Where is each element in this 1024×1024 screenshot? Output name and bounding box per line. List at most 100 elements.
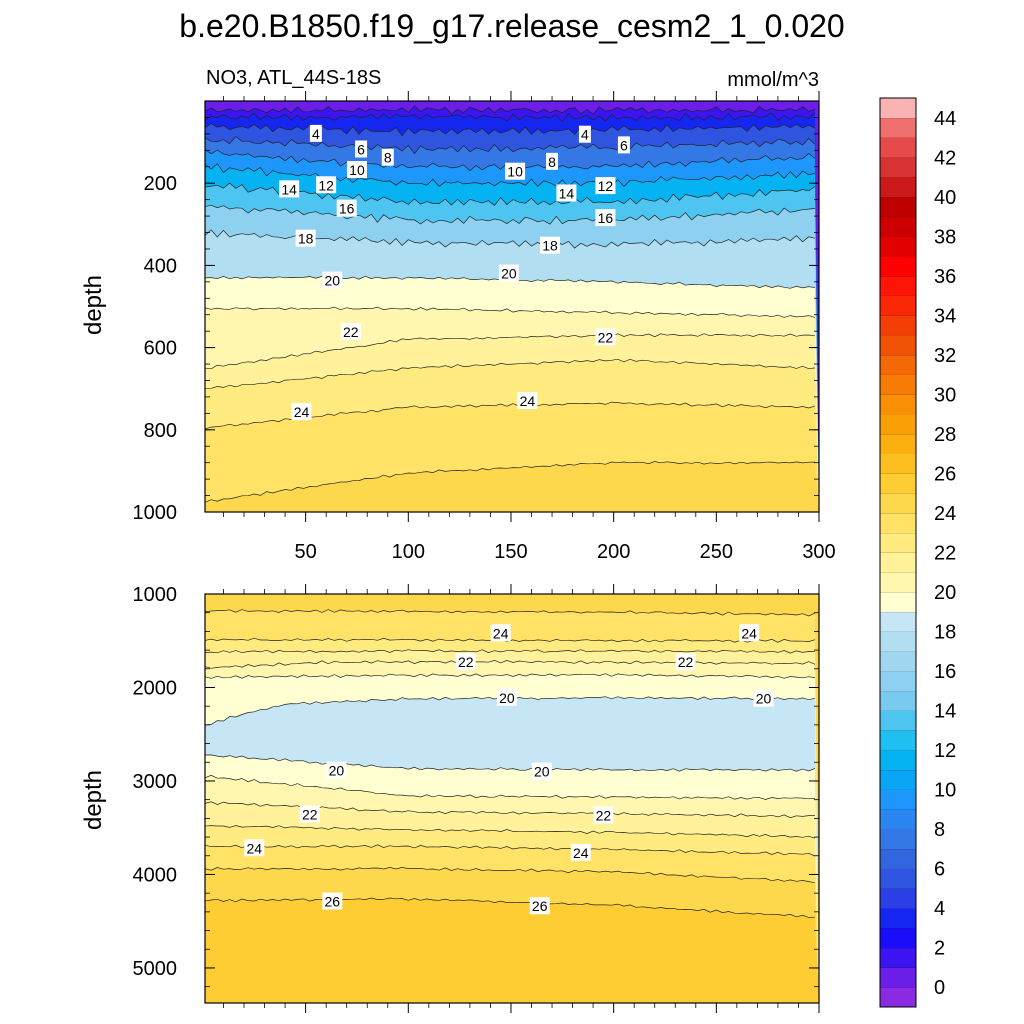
- contour-label-text: 12: [598, 178, 614, 194]
- contour-line-26: [205, 897, 815, 918]
- contour-line-22: [205, 660, 816, 669]
- colorbar-box: [880, 256, 916, 277]
- colorbar-box: [880, 275, 916, 296]
- contour-line-20.5: [205, 754, 816, 772]
- colorbar-box: [880, 236, 916, 257]
- colorbar-box: [880, 829, 916, 850]
- contour-label: 8: [381, 148, 394, 166]
- contour-label: 10: [505, 162, 526, 180]
- contour-label-box: [546, 152, 559, 170]
- colorbar-box: [880, 967, 916, 988]
- colorbar-box: [880, 671, 916, 692]
- contour-line-8: [205, 136, 816, 155]
- contour-label-box: [322, 892, 343, 910]
- y-tick-label: 1000: [133, 584, 178, 606]
- contour-label-box: [316, 176, 337, 194]
- contour-label-box: [498, 264, 519, 282]
- colorbar-box: [880, 433, 916, 454]
- contour-line-25: [205, 609, 816, 617]
- contour-label: 24: [570, 843, 591, 861]
- colorbar-label: 22: [934, 543, 956, 565]
- contour-label-text: 26: [325, 894, 341, 910]
- colorbar-label: 0: [934, 977, 945, 999]
- contour-label-box: [490, 624, 511, 642]
- contour-label: 20: [322, 271, 343, 289]
- contour-label: 26: [529, 897, 550, 915]
- panel-left-label: NO3, ATL_44S-18S: [206, 67, 381, 89]
- y-axis-label: depth: [80, 770, 107, 830]
- x-tick-label: 300: [802, 541, 835, 563]
- contour-label-box: [279, 180, 300, 198]
- colorbar-box: [880, 453, 916, 474]
- contour-label-text: 16: [339, 201, 355, 217]
- contour-line-25: [205, 867, 815, 884]
- contour-line-14: [205, 182, 816, 206]
- colorbar-label: 24: [934, 503, 956, 525]
- contour-line-24: [205, 844, 816, 857]
- contour-label-text: 20: [499, 690, 515, 706]
- contour-band-26: [205, 898, 819, 1003]
- colorbar-label: 14: [934, 701, 956, 723]
- contour-label: 22: [340, 322, 361, 340]
- colorbar-box: [880, 572, 916, 593]
- contour-label: 22: [595, 328, 616, 346]
- colorbar-box: [880, 927, 916, 949]
- colorbar-box: [880, 868, 916, 889]
- contour-label-text: 6: [357, 141, 365, 157]
- contour-label-box: [595, 328, 616, 346]
- contour-line-23: [205, 825, 816, 839]
- contour-label-box: [556, 184, 577, 202]
- contour-label: 26: [322, 892, 343, 910]
- contour-label: 8: [546, 152, 559, 170]
- colorbar-box: [880, 769, 916, 790]
- colorbar-label: 36: [934, 266, 956, 288]
- colorbar-box: [880, 177, 916, 198]
- colorbar-box: [880, 315, 916, 336]
- contour-label-text: 4: [312, 126, 320, 142]
- contour-label: 18: [295, 229, 316, 247]
- contour-fill-group: [205, 101, 819, 512]
- contour-label-text: 24: [573, 845, 589, 861]
- contour-line-4: [205, 112, 816, 123]
- contour-label: 4: [309, 124, 322, 142]
- contour-label: 22: [593, 806, 614, 824]
- contour-label: 24: [739, 624, 760, 642]
- contour-label: 20: [496, 688, 517, 706]
- colorbar-label: 10: [934, 780, 956, 802]
- contour-label-box: [295, 229, 316, 247]
- colorbar-box: [880, 730, 916, 751]
- contour-label-box: [739, 624, 760, 642]
- contour-label-text: 22: [598, 329, 614, 345]
- contour-label-box: [381, 148, 394, 166]
- colorbar-box: [880, 493, 916, 514]
- colorbar-box: [880, 473, 916, 494]
- contour-label-box: [617, 136, 630, 154]
- contour-label: 24: [244, 839, 265, 857]
- contour-line-16: [205, 204, 815, 225]
- contour-label-text: 10: [507, 164, 523, 180]
- contour-label-text: 24: [246, 840, 262, 856]
- contour-label-text: 26: [532, 898, 548, 914]
- bottom-panel: 24 24 22 22 20 20 20 20 22 22 24 24 26 26 1000 2000 3000…: [80, 584, 820, 1013]
- contour-label-box: [299, 805, 320, 823]
- contour-line-22: [205, 333, 815, 370]
- colorbar-label: 38: [934, 226, 956, 248]
- y-tick-label: 2000: [133, 677, 178, 699]
- contour-label-box: [244, 839, 265, 857]
- contour-label-text: 10: [349, 162, 365, 178]
- colorbar-box: [880, 651, 916, 672]
- y-tick-label: 400: [144, 255, 177, 277]
- contour-label: 14: [279, 180, 300, 198]
- contour-label-text: 22: [458, 654, 474, 670]
- contour-label-text: 20: [329, 763, 345, 779]
- y-tick-label: 5000: [133, 958, 178, 980]
- colorbar-box: [880, 196, 916, 217]
- contour-label: 20: [326, 761, 347, 779]
- contour-label-box: [346, 161, 367, 179]
- figure-title: b.e20.B1850.f19_g17.release_cesm2_1_0.02…: [179, 8, 844, 44]
- colorbar-box: [880, 690, 916, 711]
- colorbar-box: [880, 631, 916, 652]
- contour-label: 24: [517, 392, 538, 410]
- contour-line-12: [205, 163, 815, 188]
